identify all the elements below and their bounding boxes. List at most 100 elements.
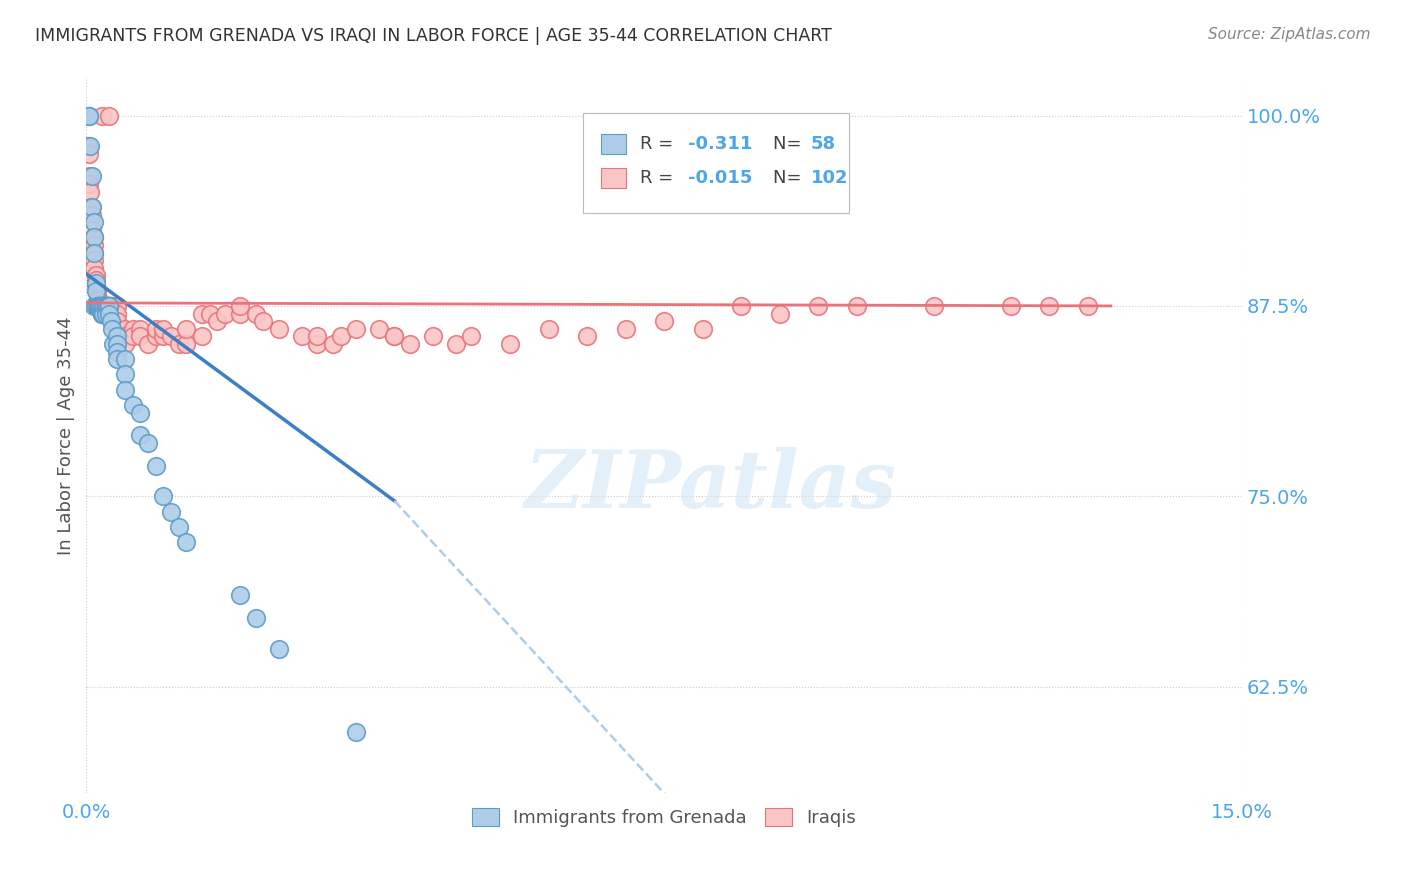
Point [167, 337, 190, 351]
Point [77, 146, 100, 161]
Point [79, 177, 101, 191]
Point [307, 337, 329, 351]
Point [129, 329, 152, 343]
Point [82, 223, 104, 237]
Point [76, 139, 98, 153]
Point [98, 299, 121, 313]
Point [98, 299, 121, 313]
Point [98, 109, 121, 123]
Point [422, 329, 444, 343]
Point [152, 489, 174, 503]
Point [114, 352, 136, 367]
Point [90, 299, 112, 313]
Point [98, 299, 121, 313]
Point [768, 306, 790, 320]
Point [84, 284, 107, 298]
Point [145, 458, 167, 473]
Point [98, 299, 121, 313]
Point [77, 109, 100, 123]
Point [398, 337, 420, 351]
Point [87, 294, 110, 309]
Point [245, 611, 267, 625]
Point [82, 200, 104, 214]
Point [100, 314, 122, 328]
Point [114, 329, 136, 343]
Point [384, 329, 406, 343]
Point [100, 299, 122, 313]
Point [444, 337, 467, 351]
Point [291, 329, 314, 343]
Point [384, 329, 406, 343]
Point [91, 299, 114, 313]
Point [90, 299, 112, 313]
Point [87, 297, 110, 311]
Point [267, 641, 290, 656]
Point [207, 314, 229, 328]
Point [191, 329, 214, 343]
Point [136, 337, 159, 351]
Point [98, 299, 121, 313]
Point [105, 352, 128, 367]
Point [329, 329, 352, 343]
Point [83, 245, 105, 260]
Y-axis label: In Labor Force | Age 35-44: In Labor Force | Age 35-44 [58, 316, 75, 555]
Point [87, 299, 110, 313]
Point [499, 337, 522, 351]
Point [322, 337, 344, 351]
Point [87, 299, 110, 313]
Point [87, 291, 110, 305]
Point [91, 306, 114, 320]
Point [98, 306, 121, 320]
Point [105, 344, 128, 359]
Point [86, 284, 108, 298]
Point [922, 299, 945, 313]
Point [98, 299, 121, 313]
Point [152, 329, 174, 343]
Point [229, 588, 252, 602]
Point [105, 337, 128, 351]
Point [83, 253, 105, 268]
Point [160, 329, 183, 343]
Point [96, 299, 118, 313]
Point [121, 329, 143, 343]
Point [83, 260, 105, 275]
Point [145, 329, 167, 343]
Point [90, 306, 112, 320]
Point [87, 299, 110, 313]
Point [368, 322, 391, 336]
Point [94, 306, 117, 320]
Point [129, 428, 152, 442]
Point [89, 299, 111, 313]
Point [344, 322, 367, 336]
Legend: Immigrants from Grenada, Iraqis: Immigrants from Grenada, Iraqis [464, 801, 863, 834]
Point [245, 306, 267, 320]
Point [191, 306, 214, 320]
Point [1000, 299, 1022, 313]
Point [84, 268, 107, 283]
Point [90, 299, 112, 313]
Point [80, 200, 103, 214]
Point [80, 208, 103, 222]
Point [98, 299, 121, 313]
Point [83, 215, 105, 229]
Point [105, 306, 128, 320]
Point [229, 306, 252, 320]
Point [90, 306, 112, 320]
Point [105, 299, 128, 313]
Point [93, 299, 115, 313]
Point [229, 299, 252, 313]
Point [807, 299, 830, 313]
Text: -0.311: -0.311 [689, 135, 752, 153]
Point [344, 725, 367, 739]
Point [692, 322, 714, 336]
Point [84, 299, 107, 313]
Point [537, 322, 560, 336]
Point [98, 299, 121, 313]
Point [96, 299, 118, 313]
Point [90, 299, 112, 313]
Point [176, 337, 198, 351]
Point [121, 398, 143, 412]
Point [103, 314, 125, 328]
Point [90, 299, 112, 313]
Point [94, 299, 117, 313]
